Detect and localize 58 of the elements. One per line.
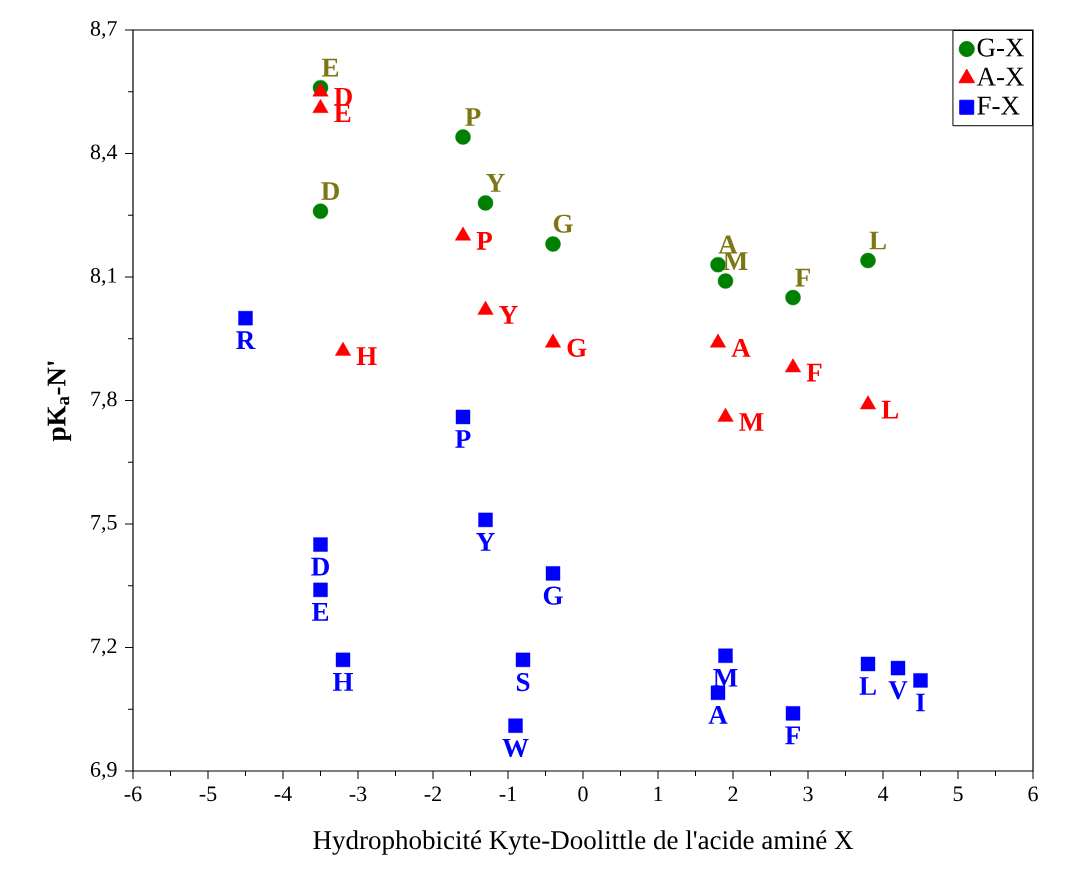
annotation: W bbox=[502, 738, 529, 757]
annotation: S bbox=[516, 673, 530, 692]
annotation: F bbox=[785, 726, 800, 745]
annotation: M bbox=[723, 252, 748, 270]
legend-label: G-X bbox=[977, 38, 1025, 57]
annotation: R bbox=[236, 331, 256, 350]
y-tick-label: 7,5 bbox=[91, 515, 117, 533]
annotation: P bbox=[476, 231, 492, 250]
y-tick-label: 6,9 bbox=[90, 762, 117, 780]
annotation: Y bbox=[499, 306, 518, 324]
annotation: F bbox=[795, 268, 810, 287]
annotation: M bbox=[739, 413, 764, 431]
y-tick-label: 8,4 bbox=[90, 144, 118, 163]
annotation: D bbox=[334, 87, 352, 106]
annotation: E bbox=[321, 58, 339, 77]
annotation: F bbox=[806, 363, 822, 382]
annotation: P bbox=[465, 108, 481, 126]
y-axis-title: pK$_{a}$-N' bbox=[47, 361, 72, 442]
x-tick-label: 3 bbox=[803, 786, 813, 802]
annotation: H bbox=[356, 347, 377, 365]
x-tick-label: -1 bbox=[499, 786, 516, 802]
annotation: L bbox=[869, 231, 886, 250]
annotation: E bbox=[311, 603, 329, 621]
annotation: V bbox=[888, 681, 908, 700]
y-tick-label: 8,7 bbox=[90, 20, 117, 40]
annotation: L bbox=[881, 400, 899, 419]
legend-label: F-X bbox=[977, 96, 1020, 115]
legend-label: A-X bbox=[976, 67, 1025, 86]
x-tick-label: -4 bbox=[274, 786, 292, 802]
annotation: L bbox=[859, 677, 876, 695]
annotation: P bbox=[455, 430, 471, 448]
annotation: G bbox=[543, 586, 563, 605]
x-tick-label: 1 bbox=[654, 786, 663, 802]
x-axis-title: Hydrophobicité Kyte-Doolittle de l'acide aminé X bbox=[313, 830, 854, 855]
x-tick-label: -6 bbox=[124, 786, 142, 802]
annotation: H bbox=[332, 673, 354, 691]
y-tick-label: 7,8 bbox=[91, 391, 117, 410]
y-tick-label: 7,2 bbox=[91, 638, 117, 657]
x-tick-label: 4 bbox=[877, 786, 889, 802]
y-tick-label: 8,1 bbox=[90, 267, 117, 287]
x-tick-label: -5 bbox=[199, 786, 217, 802]
x-tick-label: 6 bbox=[1028, 786, 1038, 802]
annotation: A bbox=[718, 235, 738, 254]
annotation: I bbox=[916, 693, 925, 712]
x-tick-label: 5 bbox=[953, 786, 963, 802]
annotation: G bbox=[553, 214, 573, 233]
x-tick-label: -3 bbox=[349, 786, 367, 802]
x-tick-label: 2 bbox=[728, 786, 738, 802]
annotation: Y bbox=[486, 174, 505, 192]
annotation: M bbox=[713, 668, 738, 687]
annotation: A bbox=[731, 338, 751, 357]
x-tick-label: 0 bbox=[578, 786, 588, 802]
annotation: D bbox=[321, 182, 339, 200]
x-tick-label: -2 bbox=[424, 786, 441, 802]
annotation: Y bbox=[476, 533, 495, 551]
annotation: D bbox=[311, 557, 329, 576]
annotation: G bbox=[567, 338, 587, 357]
annotation: A bbox=[708, 705, 728, 724]
